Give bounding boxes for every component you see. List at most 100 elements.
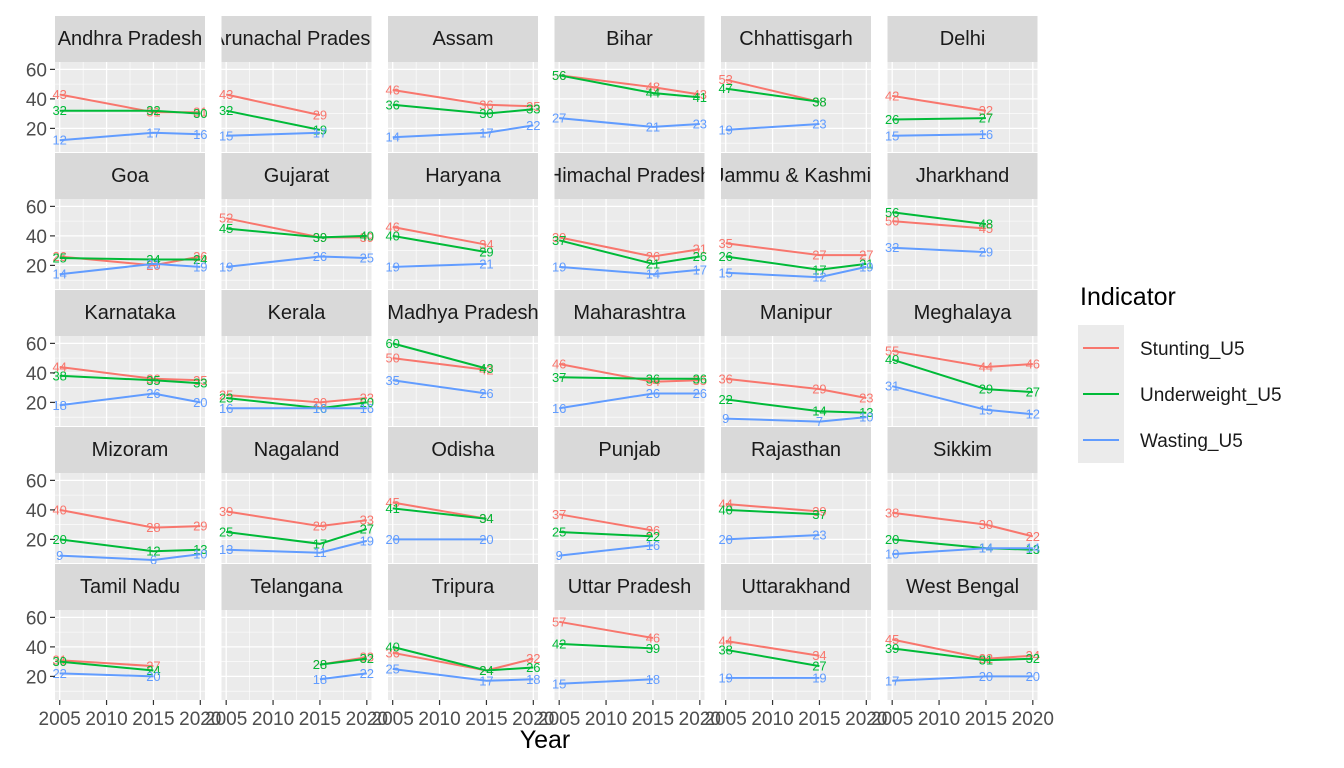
series-line-stunting-u5 [725,503,820,513]
data-label: 23 [812,116,826,131]
y-tick-label: 40 [26,90,47,111]
data-label: 36 [385,645,399,660]
data-label: 48 [979,217,993,232]
data-label: 12 [146,544,160,559]
data-label: 38 [718,642,732,657]
series-line-wasting-u5 [392,668,534,682]
series-line-stunting-u5 [559,236,700,258]
data-label: 34 [479,511,493,526]
series-line-wasting-u5 [892,246,986,254]
data-label: 23 [812,527,826,542]
facet-strip [887,290,1038,336]
series-line-wasting-u5 [725,123,820,131]
data-label: 32 [52,103,66,118]
facet-strip [221,427,372,473]
data-label: 41 [385,501,399,516]
data-label: 16 [360,401,374,416]
facet-strip-label: Meghalaya [914,302,1013,324]
data-label: 30 [979,517,993,532]
data-label: 9 [56,548,63,563]
x-tick-label: 2020 [512,709,554,730]
facet-strip [554,427,705,473]
data-label: 27 [812,659,826,674]
series-line-underweight-u5 [392,645,534,672]
facet-strip [388,427,538,473]
data-label: 34 [812,648,826,663]
data-label: 24 [479,663,493,678]
data-label: 25 [385,662,399,677]
facet-panel: Jharkhand 50 45 56 48 32 29 [885,153,1038,289]
series-line-underweight-u5 [725,398,867,414]
data-label: 43 [479,361,493,376]
data-label: 19 [552,259,566,274]
series-line-wasting-u5 [226,539,368,554]
data-label: 37 [812,507,826,522]
data-label: 49 [885,352,899,367]
x-tick-label: 2015 [965,709,1007,730]
data-label: 11 [313,545,327,560]
data-label: 35 [146,373,160,388]
data-label: 39 [646,641,660,656]
data-label: 24 [146,663,160,678]
facet-strip [221,564,372,610]
data-label: 37 [552,507,566,522]
data-label: 44 [718,633,732,648]
series-line-underweight-u5 [392,234,487,254]
data-label: 42 [552,636,566,651]
data-label: 28 [146,520,160,535]
data-label: 19 [812,670,826,685]
data-label: 14 [812,404,826,419]
series-line-underweight-u5 [892,211,987,226]
data-label: 50 [385,351,399,366]
series-line-wasting-u5 [559,117,700,128]
data-label: 16 [979,127,993,142]
data-label: 18 [52,398,66,413]
series-line-wasting-u5 [392,262,487,268]
series-line-stunting-u5 [59,508,201,529]
data-label: 33 [526,102,540,117]
series-line-stunting-u5 [559,74,700,96]
facet-strip-label: Punjab [598,439,660,461]
data-label: 12 [812,270,826,285]
x-tick-label: 2015 [798,709,840,730]
data-label: 7 [816,414,823,429]
data-label: 38 [812,94,826,109]
x-tick-label: 2010 [252,709,294,730]
data-label: 42 [885,88,899,103]
data-label: 14 [646,267,660,282]
facet-strip [887,16,1038,62]
data-label: 46 [385,83,399,98]
data-label: 52 [219,211,233,226]
series-line-stunting-u5 [59,366,201,382]
series-line-stunting-u5 [392,89,534,108]
data-label: 34 [479,511,493,526]
facet-panel: Uttar Pradesh 57 46 42 39 15 18 [552,564,705,700]
y-tick-label: 20 [26,393,47,414]
facet-strip [721,290,871,336]
data-label: 48 [646,80,660,95]
facet-strip-label: Assam [432,28,493,50]
series-line-wasting-u5 [59,672,154,678]
data-label: 55 [885,343,899,358]
series-line-underweight-u5 [559,531,653,538]
data-label: 34 [479,237,493,252]
data-label: 27 [360,522,374,537]
facet-strip [721,427,871,473]
data-label: 17 [479,673,493,688]
data-label: 9 [556,548,563,563]
series-line-underweight-u5 [725,648,820,668]
data-label: 35 [193,373,207,388]
data-label: 26 [479,386,493,401]
data-label: 36 [693,371,707,386]
data-label: 39 [885,641,899,656]
series-line-stunting-u5 [891,638,1033,660]
data-label: 14 [1026,541,1040,556]
